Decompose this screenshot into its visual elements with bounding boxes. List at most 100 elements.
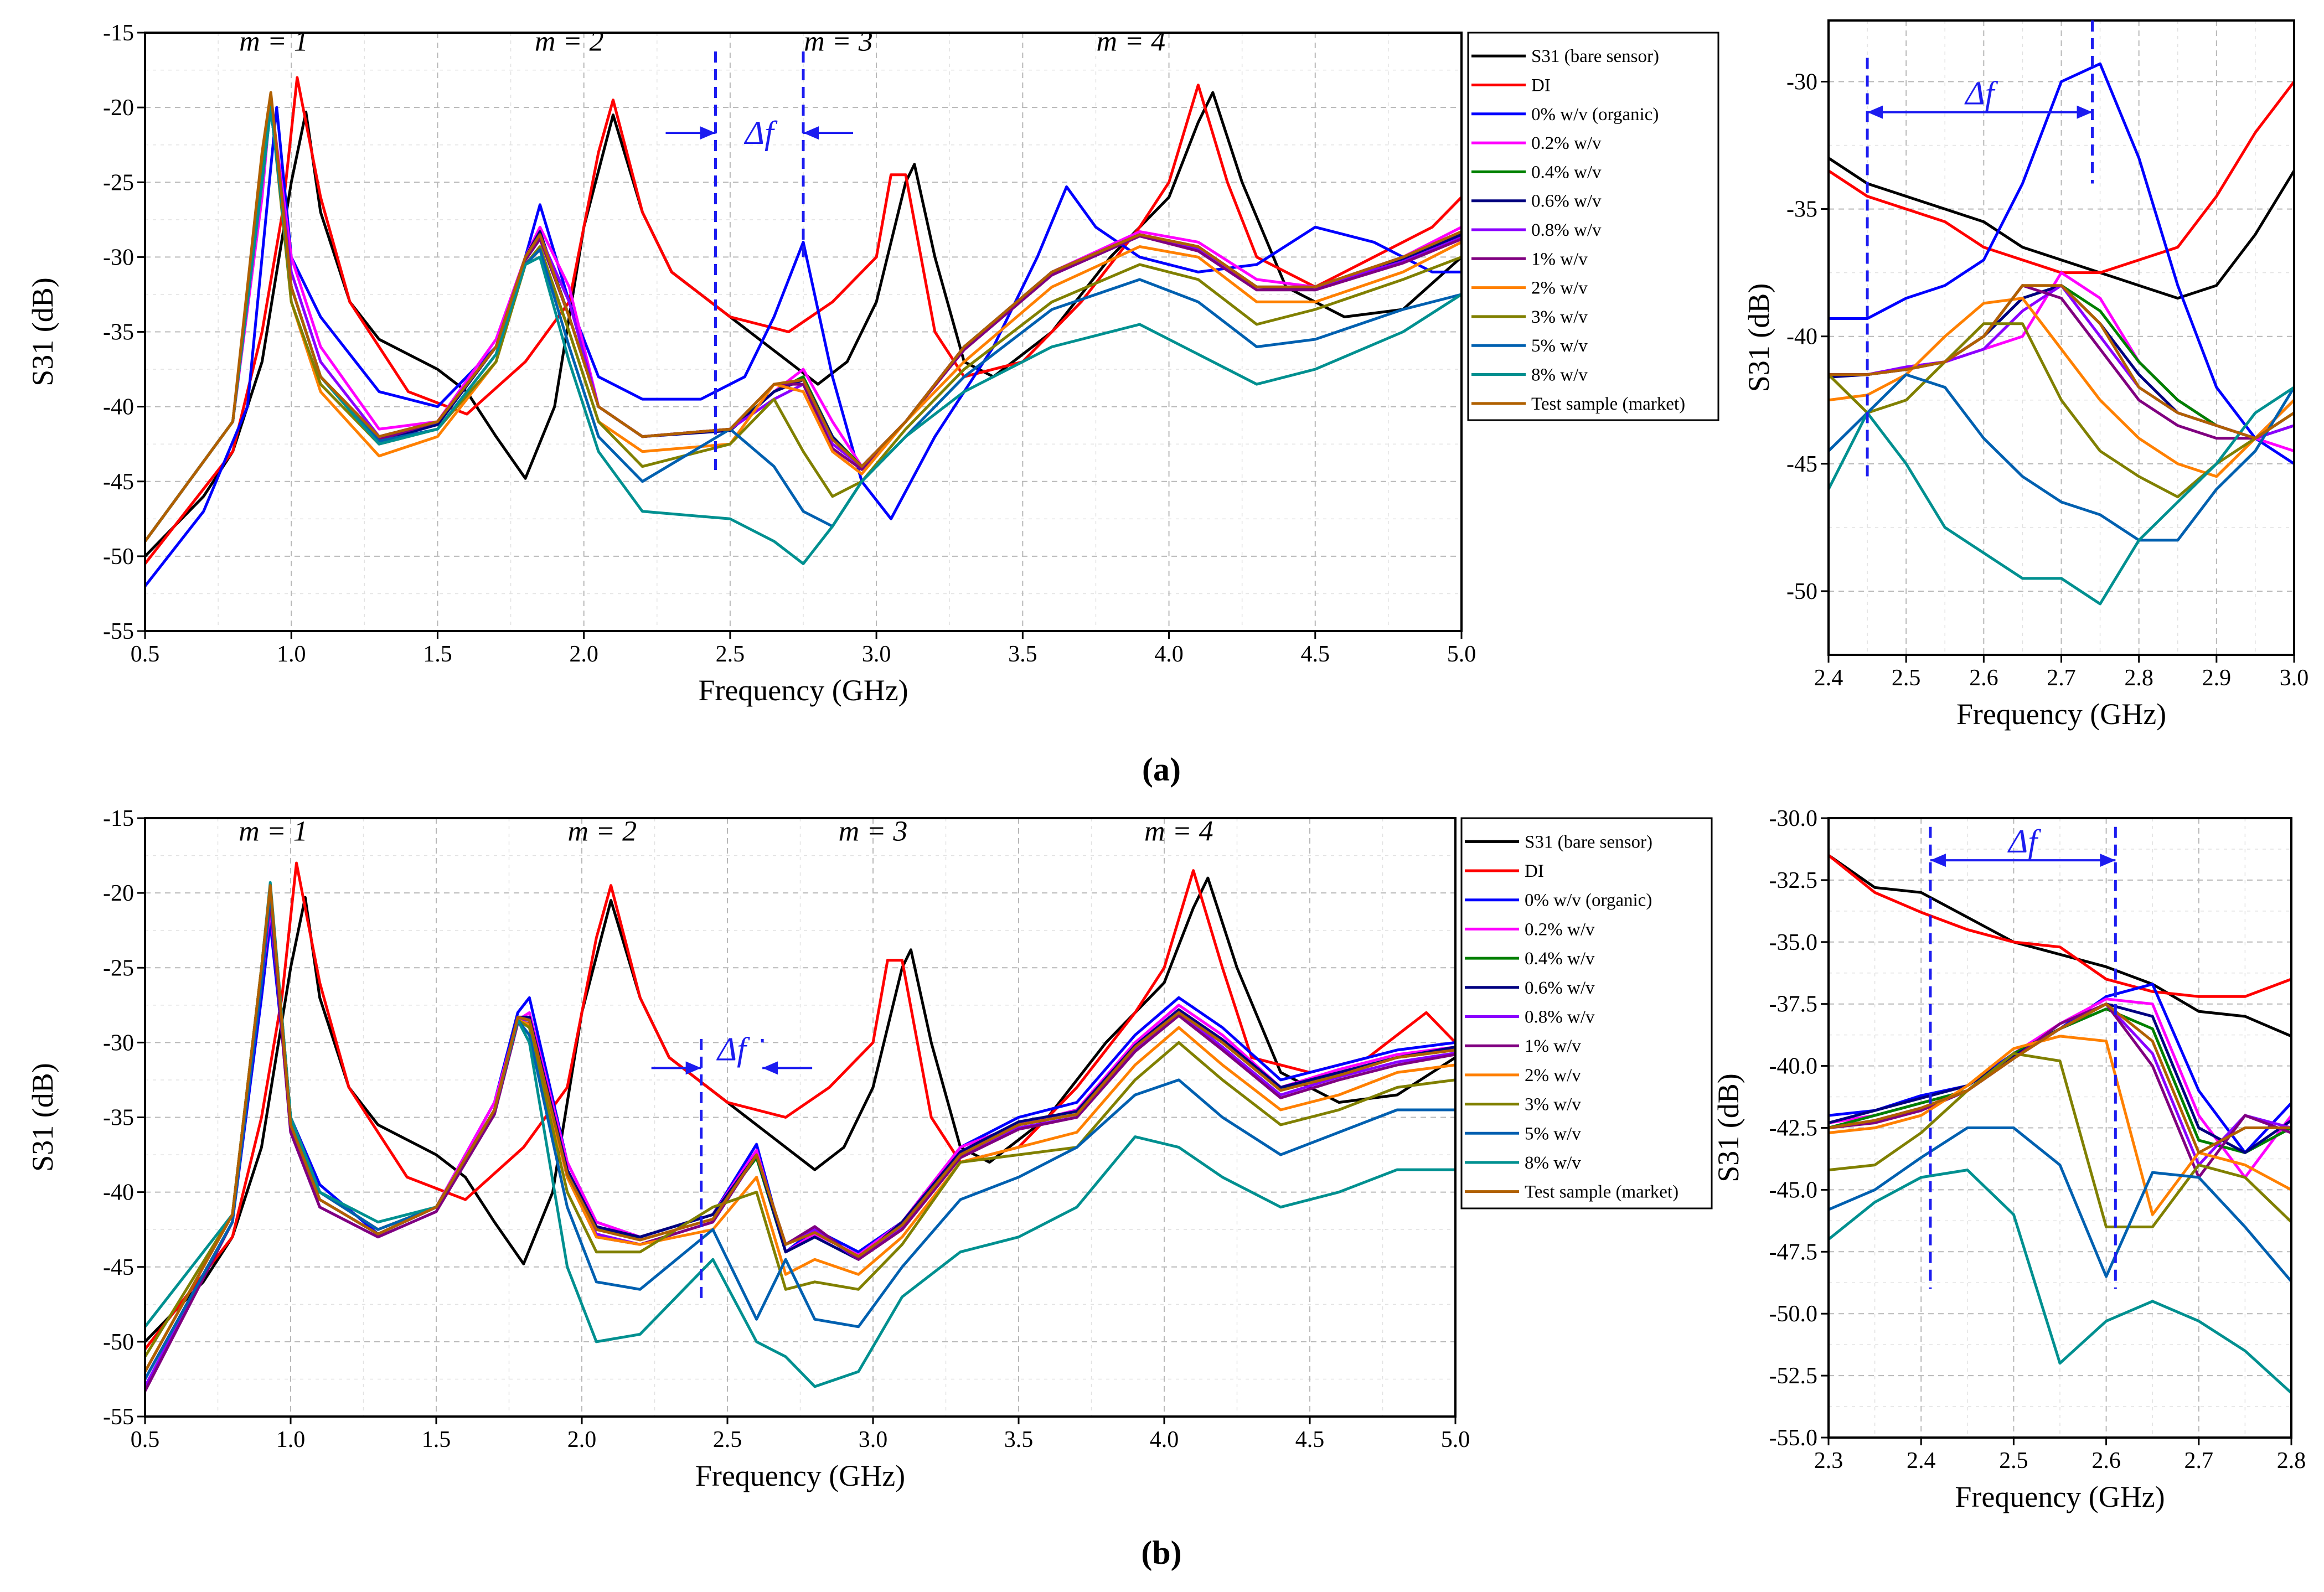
legend-label: 0.8% w/v (1531, 220, 1602, 240)
y-tick-label: -47.5 (1769, 1239, 1818, 1265)
x-tick-label: 4.5 (1301, 642, 1330, 667)
y-tick-label: -50 (103, 1330, 134, 1355)
x-tick-label: 3.0 (859, 1427, 888, 1453)
y-tick-label: -50 (103, 544, 134, 570)
legend-label: 0.2% w/v (1531, 133, 1602, 153)
legend-label: 0% w/v (organic) (1531, 105, 1659, 125)
legend-label: 1% w/v (1531, 249, 1588, 269)
y-tick-label: -40 (103, 1180, 134, 1206)
y-tick-label: -42.5 (1769, 1116, 1818, 1141)
x-tick-label: 2.9 (2202, 665, 2232, 691)
x-tick-label: 2.4 (1814, 665, 1843, 691)
x-tick-label: 4.0 (1150, 1427, 1179, 1453)
series-group (145, 861, 1455, 1392)
legend-label: 5% w/v (1531, 336, 1588, 356)
series-line-di (145, 861, 1455, 1350)
x-tick-label: 2.6 (2091, 1448, 2121, 1474)
series-line-5-w-v (1829, 1126, 2291, 1283)
legend-label: 8% w/v (1525, 1153, 1581, 1173)
x-tick-label: 2.8 (2124, 665, 2153, 691)
legend-label: 0.8% w/v (1525, 1007, 1595, 1027)
x-tick-label: 2.3 (1814, 1448, 1843, 1474)
y-axis-label: S31 (dB) (26, 1063, 59, 1172)
series-line-8-w-v (145, 881, 1455, 1388)
y-tick-label: -37.5 (1769, 992, 1818, 1017)
x-tick-label: 2.0 (567, 1427, 597, 1453)
y-tick-label: -25 (103, 170, 134, 195)
x-tick-label: 4.5 (1295, 1427, 1325, 1453)
y-tick-label: -45 (1786, 452, 1817, 477)
x-tick-label: 2.4 (1907, 1448, 1936, 1474)
x-tick-label: 2.0 (569, 642, 598, 667)
series-line-di (1829, 854, 2291, 998)
delta-f-label: Δf (1964, 75, 1998, 112)
mode-label: m = 4 (1144, 816, 1213, 847)
series-group (1829, 62, 2294, 606)
mode-label: m = 3 (839, 816, 908, 847)
legend-label: S31 (bare sensor) (1531, 46, 1659, 66)
x-tick-label: 5.0 (1447, 642, 1476, 667)
arrow-head-icon (1867, 105, 1883, 119)
chart-a-main: 0.5 1.0 1.5 2.0 2.5 3.0 3.5 4.0 4.5 5.0 -55 -50 -45 -… (26, 20, 1719, 707)
series-line-0-w-v-organic- (145, 106, 1461, 587)
legend-label: 0.6% w/v (1531, 192, 1602, 211)
series-line-0-2-w-v (1829, 997, 2291, 1179)
series-line-8-w-v (1829, 386, 2294, 606)
y-tick-label: -15 (103, 806, 134, 831)
y-tick-label: -20 (103, 95, 134, 121)
series-line-0-w-v-organic- (145, 921, 1455, 1388)
mode-label: m = 2 (535, 25, 604, 57)
y-tick-label: -55 (103, 1404, 134, 1430)
series-line-s31-bare-sensor- (1829, 854, 2291, 1038)
legend-label: 5% w/v (1525, 1124, 1581, 1144)
x-axis-label: Frequency (GHz) (695, 1459, 905, 1492)
y-tick-label: -40 (1786, 324, 1817, 350)
y-axis-label: S31 (dB) (26, 277, 59, 386)
y-tick-label: -45.0 (1769, 1177, 1818, 1203)
series-line-test-sample-market- (1829, 1002, 2291, 1154)
series-line-test-sample-market- (1829, 284, 2294, 440)
y-tick-label: -30 (103, 1030, 134, 1056)
series-line-s31-bare-sensor- (145, 876, 1455, 1343)
x-axis-label: Frequency (GHz) (698, 674, 908, 707)
legend-label: 0.4% w/v (1525, 949, 1595, 969)
legend-label: DI (1525, 861, 1544, 881)
x-tick-label: 2.7 (2184, 1448, 2214, 1474)
arrow-head-icon (1930, 854, 1946, 867)
series-line-2-w-v (1829, 1035, 2291, 1216)
arrow-head-icon (700, 126, 716, 140)
arrow-head-icon (2077, 105, 2093, 119)
series-line-s31-bare-sensor- (1829, 157, 2294, 300)
legend-label: 0.4% w/v (1531, 162, 1602, 182)
y-tick-label: -32.5 (1769, 868, 1818, 893)
x-tick-label: 1.5 (422, 1427, 451, 1453)
x-axis-label: Frequency (GHz) (1955, 1480, 2165, 1513)
y-axis-label: S31 (dB) (1742, 283, 1775, 392)
y-tick-label: -25 (103, 955, 134, 981)
y-tick-label: -45 (103, 1255, 134, 1280)
y-tick-label: -35 (103, 1105, 134, 1131)
legend-label: 1% w/v (1525, 1036, 1581, 1056)
y-tick-label: -20 (103, 881, 134, 906)
legend-label: Test sample (market) (1531, 394, 1685, 414)
y-tick-label: -35.0 (1769, 930, 1818, 955)
mode-label: m = 3 (804, 25, 873, 57)
mode-label: m = 1 (239, 816, 308, 847)
x-tick-label: 5.0 (1441, 1427, 1470, 1453)
legend-label: S31 (bare sensor) (1525, 832, 1652, 852)
y-tick-label: -35 (103, 320, 134, 345)
y-tick-label: -50 (1786, 579, 1817, 604)
legend-label: Test sample (market) (1525, 1182, 1679, 1202)
legend-label: 8% w/v (1531, 365, 1588, 385)
plot-frame (144, 32, 1463, 632)
legend-label: 3% w/v (1531, 307, 1588, 327)
x-tick-label: 2.5 (1999, 1448, 2028, 1474)
legend-label: 3% w/v (1525, 1095, 1581, 1115)
y-tick-label: -40 (103, 395, 134, 420)
arrow-head-icon (762, 1061, 778, 1075)
legend-box (1460, 817, 1713, 1209)
x-tick-label: 3.5 (1008, 642, 1037, 667)
x-tick-label: 0.5 (131, 1427, 160, 1453)
arrow-head-icon (2100, 854, 2116, 867)
legend: S31 (bare sensor) DI 0% w/v (organic) 0.2% … (1467, 32, 1719, 421)
